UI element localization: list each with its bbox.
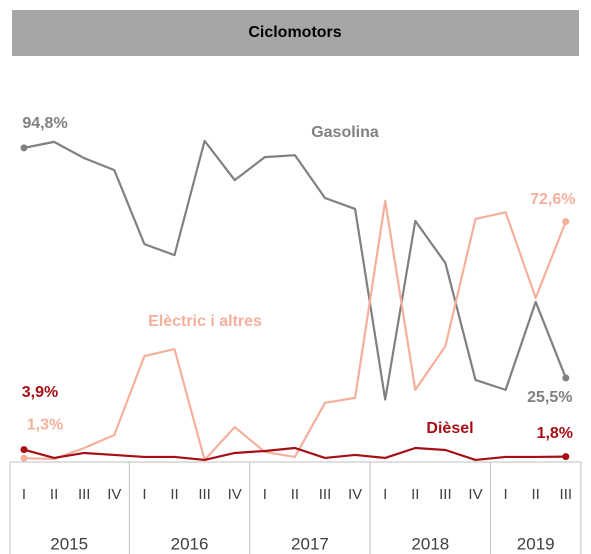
series-label: Elèctric i altres: [148, 313, 262, 330]
x-group-label: 2018: [411, 534, 449, 553]
x-tick-label: II: [170, 486, 178, 503]
x-group-label: 2016: [171, 534, 209, 553]
series-line: [23, 446, 566, 462]
data-label: 94,8%: [22, 115, 67, 132]
data-label: 1,3%: [27, 417, 63, 434]
x-group-label: 2017: [291, 534, 329, 553]
x-tick-label: III: [198, 486, 211, 503]
x-tick-label: II: [291, 486, 299, 503]
series-line: [23, 139, 567, 401]
x-tick-label: III: [319, 486, 332, 503]
x-tick-label: II: [532, 486, 540, 503]
x-tick-label: III: [439, 486, 452, 503]
x-tick-label: III: [78, 486, 91, 503]
x-tick-label: I: [142, 486, 146, 503]
point-marker: [562, 453, 570, 461]
x-tick-label: IV: [228, 486, 242, 503]
x-tick-label: IV: [468, 486, 482, 503]
x-tick-label: I: [22, 486, 26, 503]
point-marker: [562, 374, 570, 382]
data-label: 3,9%: [22, 384, 58, 401]
x-tick-label: III: [560, 486, 573, 503]
point-marker: [562, 218, 570, 226]
data-label: 25,5%: [527, 389, 572, 406]
data-label: 72,6%: [530, 191, 575, 208]
data-label: 1,8%: [537, 425, 573, 442]
point-marker: [20, 446, 28, 454]
series-label: Gasolina: [311, 124, 379, 141]
x-tick-label: I: [383, 486, 387, 503]
series-label: Dièsel: [426, 420, 473, 437]
x-tick-label: IV: [107, 486, 121, 503]
title-bar: [12, 10, 579, 56]
x-tick-label: II: [50, 486, 58, 503]
series-line: [23, 199, 567, 462]
point-marker: [20, 454, 28, 462]
x-group-label: 2015: [50, 534, 88, 553]
x-tick-label: I: [263, 486, 267, 503]
x-tick-label: I: [504, 486, 508, 503]
x-tick-label: II: [411, 486, 419, 503]
x-tick-label: IV: [348, 486, 362, 503]
x-group-label: 2019: [517, 534, 555, 553]
chart-title: Ciclomotors: [248, 24, 341, 41]
point-marker: [20, 144, 28, 152]
